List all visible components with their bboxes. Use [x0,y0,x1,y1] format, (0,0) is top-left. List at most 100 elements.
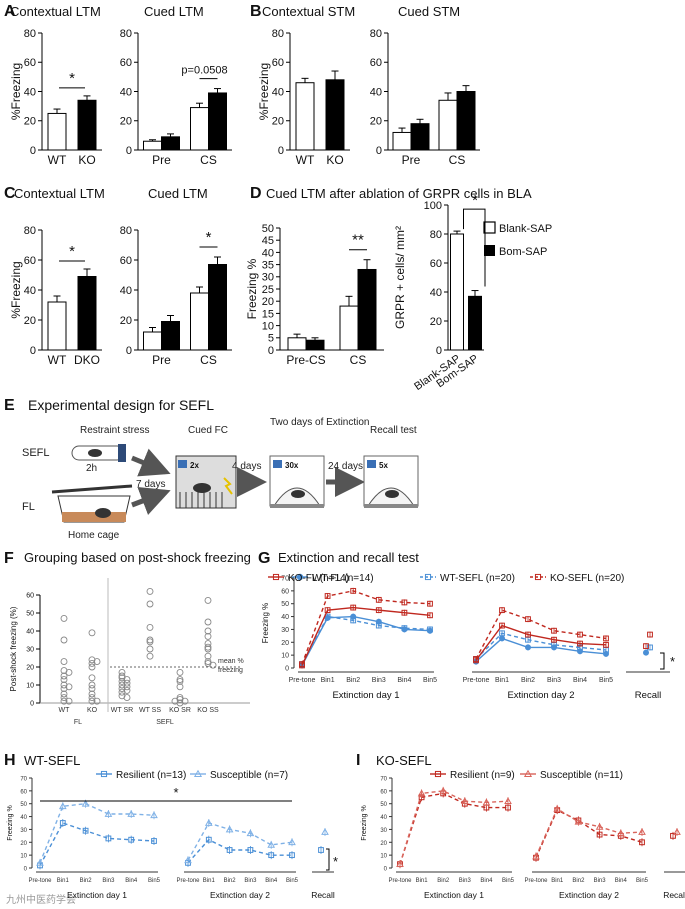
x-tick-label: Pre-tone [176,878,200,884]
y-tick-label: 20 [24,116,36,128]
chart-title: Cued LTM [148,186,208,201]
data-point [204,652,212,660]
bar-Blank-SAP [450,233,464,351]
data-point [577,640,583,647]
series-line-KO-SEFL (n=20) [475,609,607,660]
data-point [670,832,676,839]
y-tick-label: 40 [24,86,36,98]
x-tick-label: Pre [402,153,421,167]
x-tick-label: KO [78,153,95,167]
data-point [350,587,357,594]
data-point [146,623,154,631]
data-point [499,630,505,637]
legend-swatch-blank [483,221,496,234]
y-tick-label: 10 [380,854,387,860]
x-tick-label: WT [48,353,67,367]
y-tick-label: 0 [278,145,284,157]
data-point [60,694,68,702]
x-tick-label: Bin5 [286,878,299,884]
x-tick-label: Bin3 [102,878,115,884]
data-point [118,685,126,693]
data-point [247,847,254,853]
data-point [638,827,646,835]
data-point [60,636,68,644]
legend-label: KO-FL (n=14) [288,573,349,584]
data-point [204,640,212,648]
data-point [204,596,212,604]
data-point [184,856,192,864]
y-tick-label: 80 [120,28,132,40]
data-point [523,769,533,778]
panel-letter-i: I [356,752,360,769]
significance-label: * [472,192,478,209]
y-tick-label: 70 [281,576,289,583]
sefl-label: SEFL [22,447,50,459]
data-point [205,836,212,843]
bar-KO [77,99,97,151]
restraint-tube-icon [71,444,126,462]
chart-F: Grouping based on post-shock freezing 0 10… [9,550,251,726]
data-point [88,690,96,698]
x-tick-label: DKO [74,353,100,367]
data-point [460,797,469,805]
chart-D: Cued LTM after ablation of GRPR cells in… [245,186,532,367]
x-tick-label: Bin4 [125,878,138,884]
chart-title: Contextual LTM [14,186,105,201]
data-point [100,770,108,778]
bar-WT [47,112,67,151]
data-point [427,600,433,607]
panel-letter-b: B [250,3,262,20]
y-tick-label: 20 [281,640,289,647]
segment-label: Recall [635,690,661,701]
y-tick-label: 80 [120,225,132,237]
y-tick-label: 60 [120,255,132,267]
y-tick-label: 0 [268,345,274,357]
y-tick-label: 40 [370,86,382,98]
x-tick-label: CS [200,153,217,167]
data-point [204,618,212,626]
segment-label: Extinction day 1 [67,890,127,900]
y-tick-label: 40 [26,628,34,635]
y-axis-title: %Freezing [257,63,271,120]
series-line-Susceptible (n=11) [399,790,509,865]
panel-letter-a: A [4,3,16,20]
y-tick-label: 100 [424,200,442,212]
data-point [639,839,645,846]
bar-Bom-SAP-Pre-CS [305,339,325,351]
data-point [59,820,66,826]
data-point [176,676,184,684]
y-tick-label: 20 [262,296,274,308]
data-point [118,672,126,680]
data-point [60,676,68,684]
y-tick-label: 0 [30,700,34,707]
y-tick-label: 40 [262,247,274,259]
data-point [118,668,126,676]
threshold-label: mean % [218,658,244,665]
x-tick-label: CS [350,353,367,367]
y-tick-label: 30 [380,828,387,834]
y-tick-label: 40 [20,815,27,821]
panel-letter-h: H [4,752,16,769]
data-point [401,625,408,632]
data-point [146,587,154,595]
data-point [176,695,184,703]
data-point [350,604,357,611]
data-point [525,644,531,651]
cued-fc-label: Cued FC [188,425,228,436]
y-tick-label: 40 [120,86,132,98]
x-tick-label: WT [296,153,315,167]
data-point [88,656,96,664]
y-tick-label: 80 [24,28,36,40]
x-tick-label: Pre-tone [524,878,548,884]
data-point [204,818,213,826]
data-point [88,681,96,689]
data-point [499,635,505,642]
segment-label: Recall [663,890,685,900]
panel-letter-c: C [4,185,16,202]
data-point [118,681,126,689]
bar-WT [47,301,67,351]
x-tick-label: CS [200,353,217,367]
chart-title: WT-SEFL [24,753,80,768]
x-tick-label: Pre-tone [289,677,316,684]
